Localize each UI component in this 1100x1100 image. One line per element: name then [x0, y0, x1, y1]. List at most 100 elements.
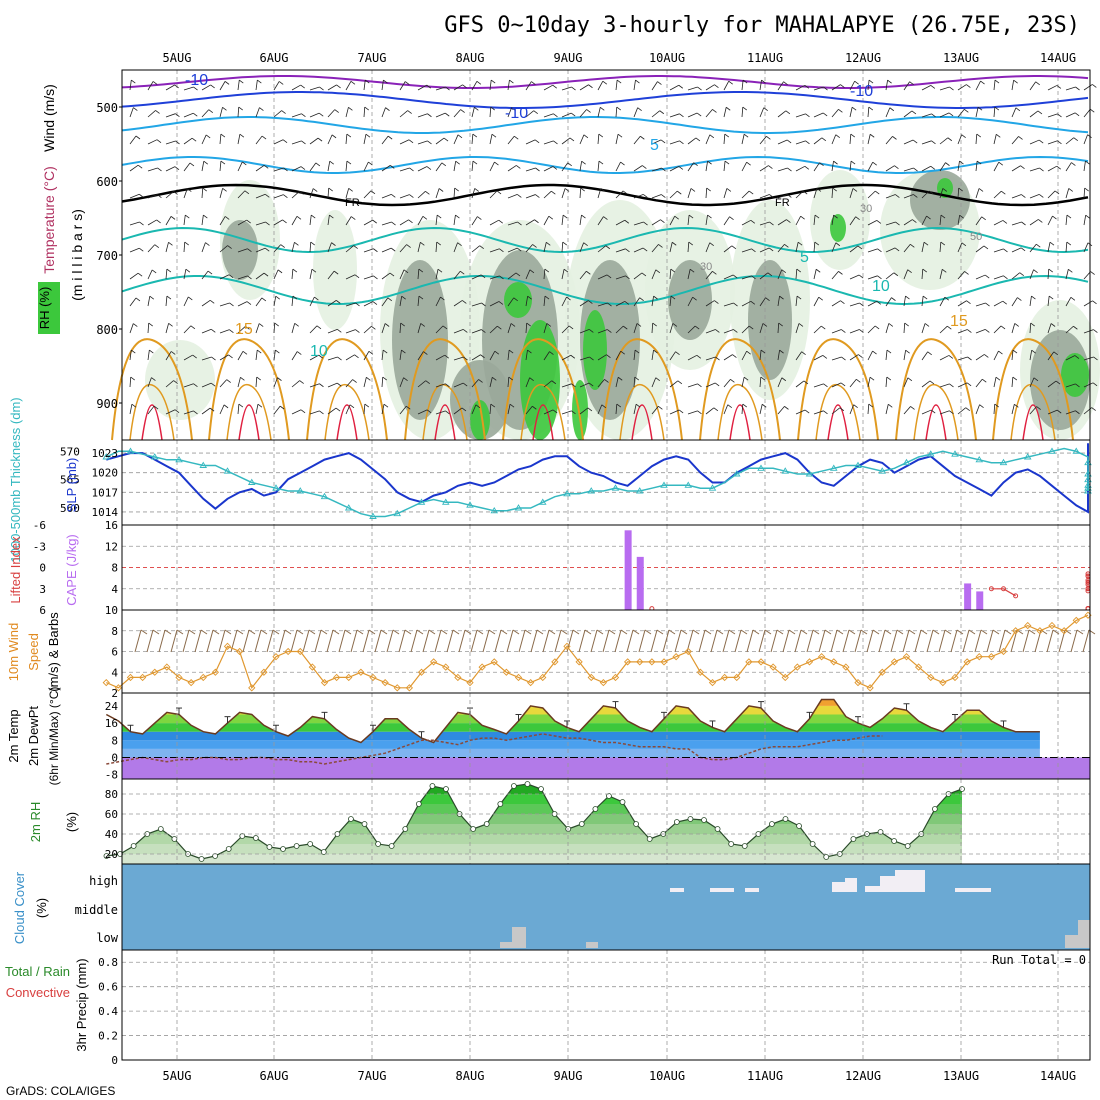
wind-barb [651, 269, 657, 280]
wind-barb [381, 247, 392, 253]
wind-barb [1014, 403, 1019, 408]
wind-barb [570, 112, 576, 117]
wind-barb [903, 350, 907, 361]
ytick-label: 40 [105, 828, 118, 841]
wind-barb [292, 295, 298, 300]
wind-barb [238, 106, 243, 111]
wind-barb [606, 274, 612, 279]
wind-barb [1054, 190, 1060, 195]
wind-barb [1075, 383, 1080, 388]
temperature-contour [631, 404, 653, 441]
wind-barb [1047, 409, 1058, 415]
wind-barb [651, 194, 662, 199]
wind-barb [255, 247, 266, 253]
wind-barb [417, 296, 420, 307]
rh-marker [809, 841, 816, 847]
wind-barb [728, 629, 736, 635]
wind-barb [795, 215, 802, 226]
wind-barb [714, 300, 719, 304]
wind-barb [903, 194, 914, 199]
wind-barb [803, 380, 809, 385]
wind-barb [993, 162, 1000, 172]
wind-barb [669, 351, 676, 361]
wind-barb [1017, 297, 1022, 301]
date-labels-bottom: 5AUG 6AUG 7AUG 8AUG 9AUG 10AUG 11AUG 12AUG 13AUG… [163, 1069, 1077, 1083]
wind-barb [564, 188, 570, 192]
rh-band [122, 794, 963, 804]
wind-barb [579, 242, 585, 253]
rh-marker [646, 836, 653, 842]
wind-barb [345, 161, 348, 172]
wind-barb [1065, 355, 1076, 361]
wind-barb [209, 407, 215, 412]
cloud-high [955, 888, 991, 892]
wind-barb [348, 188, 353, 192]
date-label: 5AUG [163, 51, 192, 65]
wind-barb [860, 629, 868, 635]
wind-barb [242, 629, 250, 653]
wind-barb [227, 245, 232, 249]
wind-barb [1047, 351, 1055, 361]
wind-barb [751, 248, 756, 253]
wind-marker [890, 658, 899, 666]
wind-barb [385, 107, 390, 111]
wind-barb [488, 629, 496, 635]
wind-barb [804, 409, 810, 414]
wind-barb [507, 376, 510, 388]
wind-barb [1011, 221, 1022, 226]
wind-barb [346, 133, 352, 138]
wind-barb [445, 383, 450, 388]
wind-barb [471, 329, 482, 334]
temperature-contour [121, 274, 1089, 306]
wind-barb [705, 356, 716, 361]
wind-barb [985, 329, 990, 333]
wind-barb [777, 219, 787, 226]
wind-barb [219, 302, 230, 307]
wind-barb [194, 629, 202, 653]
wind-barb [183, 410, 194, 415]
wind-barb [372, 301, 378, 305]
wind-barb [257, 403, 263, 408]
wind-barb [759, 165, 769, 172]
wind-barb [961, 242, 967, 247]
wind-barb [602, 629, 610, 653]
rh-shade [222, 220, 258, 280]
thickness-marker [369, 512, 377, 519]
wind-barb [129, 272, 139, 280]
wind-barb [277, 269, 283, 274]
wind-barb [888, 323, 894, 327]
wind-barb [687, 241, 690, 253]
wind-barb [760, 376, 766, 381]
wind-barb [779, 349, 784, 354]
wind-barb [248, 629, 256, 635]
wind-barb [183, 215, 186, 226]
wind-barb [201, 134, 207, 145]
wind-barb [345, 404, 351, 415]
thickness-marker [926, 450, 935, 457]
slp-line [106, 443, 1089, 514]
wind-barb [490, 79, 496, 84]
wind-barb [435, 162, 443, 172]
wind-barb [632, 629, 640, 635]
wind-barb [543, 113, 554, 118]
wind-barb [1022, 629, 1030, 653]
wind-barb [903, 322, 906, 334]
rh-marker [171, 836, 178, 842]
wind-barb [471, 274, 482, 280]
wind-barb [237, 301, 248, 307]
wind-barb [453, 356, 464, 361]
temperature-contour [121, 91, 1089, 109]
wind-marker [332, 673, 341, 682]
thickness-marker [635, 487, 644, 494]
wind-barb [1011, 80, 1015, 91]
wind-barb [813, 188, 818, 199]
wind-barb [578, 629, 586, 653]
wind-barb [795, 165, 806, 172]
wind-barb [237, 351, 244, 361]
wind-barb [1090, 108, 1095, 113]
wind-barb [255, 404, 259, 415]
wind-barb [328, 187, 333, 192]
wind-barb [890, 629, 898, 653]
wind-barb [1029, 377, 1035, 388]
